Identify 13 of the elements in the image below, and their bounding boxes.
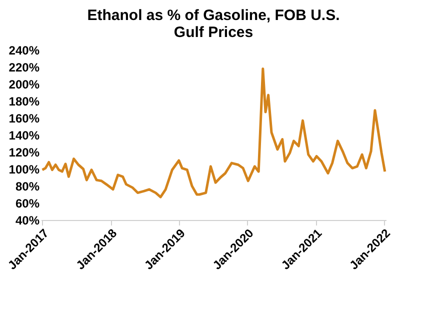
y-tick-label: 200%: [8, 78, 40, 92]
y-tick-label: 100%: [8, 162, 40, 176]
y-tick-label: 220%: [8, 60, 40, 74]
y-tick-label: 160%: [8, 112, 40, 126]
y-tick-label: 40%: [15, 214, 40, 228]
y-tick-label: 80%: [15, 180, 40, 194]
y-tick-label: 120%: [8, 146, 40, 160]
y-tick-label: 60%: [15, 196, 40, 210]
line-series: [41, 67, 386, 198]
chart-title: Ethanol as % of Gasoline, FOB U.S. Gulf Prices: [87, 7, 340, 41]
y-tick-label: 180%: [8, 94, 40, 108]
y-tick-label: 240%: [8, 44, 40, 58]
y-tick-label: 140%: [8, 128, 40, 142]
